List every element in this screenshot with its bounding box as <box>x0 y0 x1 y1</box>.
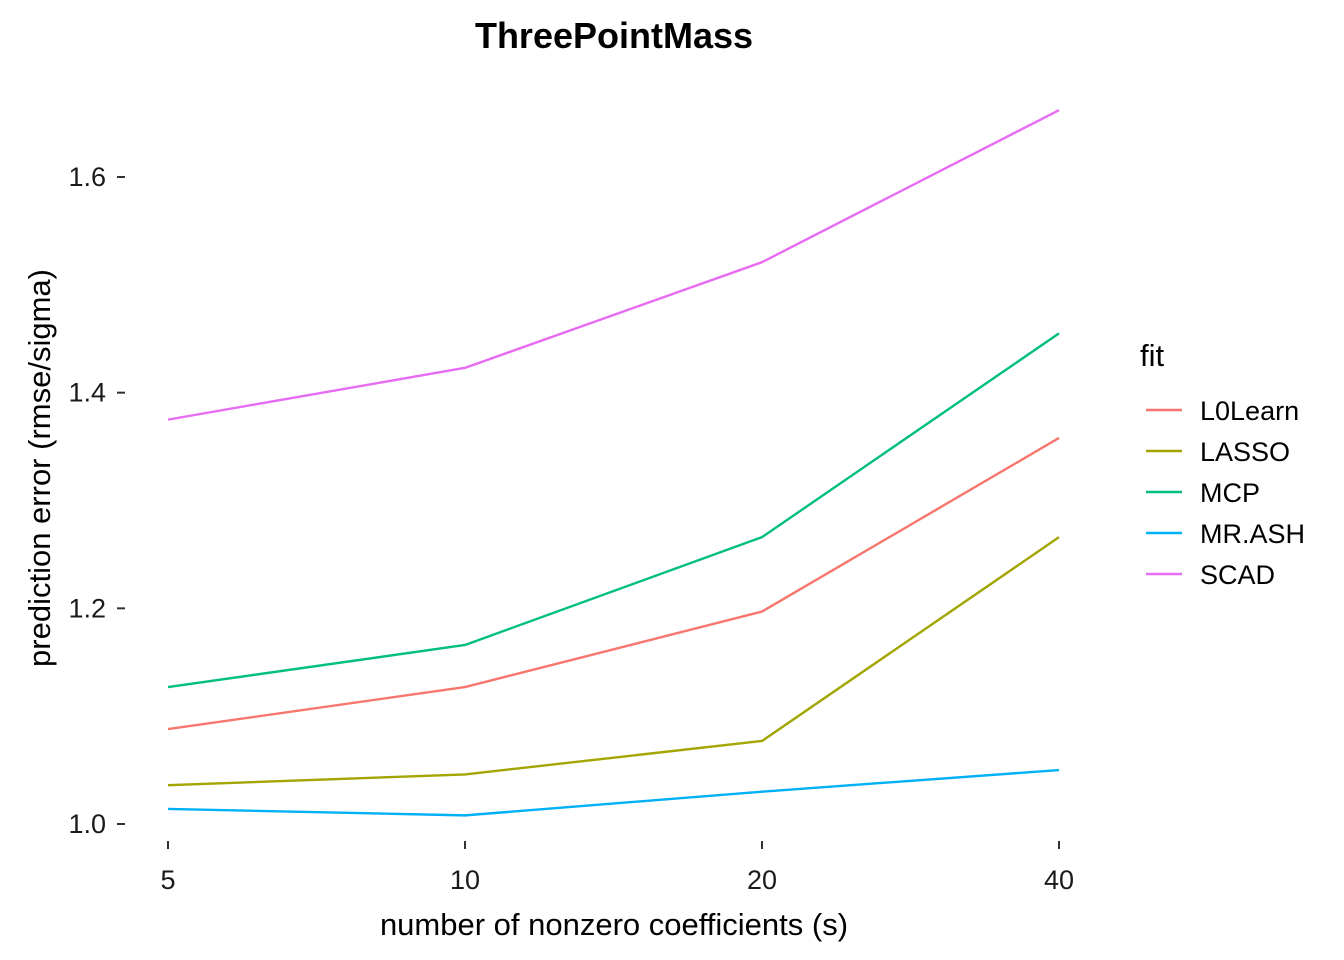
legend-label: L0Learn <box>1200 396 1299 426</box>
y-tick-label: 1.2 <box>68 593 106 623</box>
y-tick-label: 1.6 <box>68 162 106 192</box>
legend-label: MR.ASH <box>1200 519 1305 549</box>
y-axis-title: prediction error (rmse/sigma) <box>22 269 57 667</box>
x-axis-title: number of nonzero coefficients (s) <box>380 907 848 942</box>
series-line-scad <box>167 109 1060 421</box>
legend-title: fit <box>1140 338 1165 373</box>
x-tick-label: 20 <box>747 865 777 895</box>
y-axis: 1.0 1.2 1.4 1.6 <box>68 162 125 839</box>
x-axis: 5 10 20 40 <box>160 841 1074 895</box>
legend: fit L0Learn LASSO MCP MR.ASH SCAD <box>1140 338 1305 590</box>
series-layer <box>167 109 1060 817</box>
y-tick-label: 1.0 <box>68 809 106 839</box>
x-tick-label: 40 <box>1044 865 1074 895</box>
series-line-mcp <box>167 332 1060 689</box>
chart-title: ThreePointMass <box>475 15 753 56</box>
series-line-lasso <box>167 536 1060 787</box>
legend-label: MCP <box>1200 478 1260 508</box>
legend-label: LASSO <box>1200 437 1290 467</box>
x-tick-label: 10 <box>450 865 480 895</box>
x-tick-label: 5 <box>160 865 175 895</box>
series-line-mr-ash <box>167 768 1060 817</box>
series-line-l0learn <box>167 436 1060 731</box>
legend-label: SCAD <box>1200 560 1275 590</box>
y-tick-label: 1.4 <box>68 378 106 408</box>
